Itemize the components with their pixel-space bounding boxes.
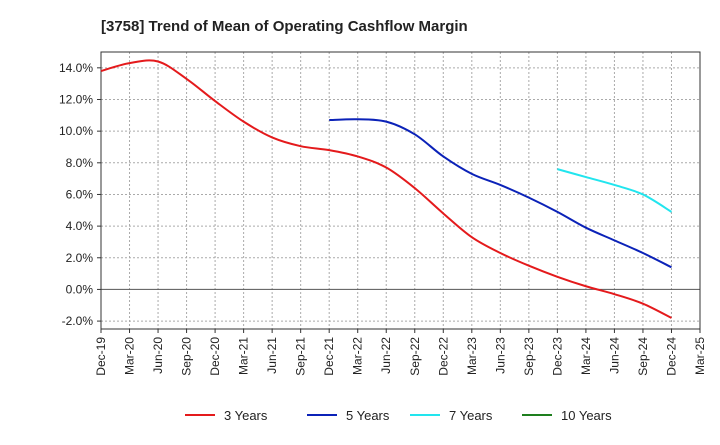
x-tick-label: Sep-23 [522, 337, 536, 376]
x-tick-label: Dec-24 [664, 337, 678, 376]
legend-label-5-years: 5 Years [346, 408, 390, 423]
x-tick-label: Jun-21 [265, 337, 279, 374]
legend-label-7-years: 7 Years [449, 408, 493, 423]
y-tick-label: 2.0% [66, 251, 94, 265]
legend-label-10-years: 10 Years [561, 408, 612, 423]
x-tick-label: Dec-19 [94, 337, 108, 376]
y-tick-label: -2.0% [62, 314, 94, 328]
x-tick-label: Mar-21 [237, 337, 251, 375]
gridlines [101, 52, 700, 329]
x-tick-label: Jun-22 [379, 337, 393, 374]
series-line-7-years [557, 168, 673, 213]
x-tick-label: Mar-20 [123, 337, 137, 375]
x-tick-label: Dec-22 [436, 337, 450, 376]
x-tick-label: Jun-23 [493, 337, 507, 374]
x-tick-label: Mar-25 [693, 337, 707, 375]
series-line-3-years [100, 59, 672, 319]
x-tick-label: Mar-23 [465, 337, 479, 375]
x-tick-label: Sep-20 [180, 337, 194, 376]
y-tick-label: 6.0% [66, 187, 94, 201]
y-tick-label: 14.0% [59, 61, 93, 75]
x-tick-label: Sep-22 [408, 337, 422, 376]
plot-frame [100, 51, 701, 330]
x-tick-label: Mar-24 [579, 337, 593, 375]
y-tick-label: 10.0% [59, 124, 93, 138]
legend: 3 Years 5 Years 7 Years 10 Years [185, 408, 612, 423]
series-line-5-years [329, 118, 672, 269]
y-tick-label: 12.0% [59, 92, 93, 106]
x-tick-label: Sep-24 [636, 337, 650, 376]
x-tick-label: Sep-21 [294, 337, 308, 376]
axes: 14.0% 12.0% 10.0% 8.0% 6.0% 4.0% 2.0% 0.0% -2.0%… [59, 51, 707, 376]
x-tick-label: Mar-22 [351, 337, 365, 375]
y-tick-label: 0.0% [66, 282, 94, 296]
x-tick-label: Jun-20 [151, 337, 165, 374]
y-tick-label: 4.0% [66, 219, 94, 233]
x-tick-label: Dec-23 [550, 337, 564, 376]
x-tick-label: Jun-24 [607, 337, 621, 374]
x-tick-label: Dec-20 [208, 337, 222, 376]
legend-label-3-years: 3 Years [224, 408, 268, 423]
series-lines [100, 59, 673, 319]
y-tick-label: 8.0% [66, 156, 94, 170]
chart-title: [3758] Trend of Mean of Operating Cashfl… [101, 18, 468, 35]
x-tick-label: Dec-21 [322, 337, 336, 376]
